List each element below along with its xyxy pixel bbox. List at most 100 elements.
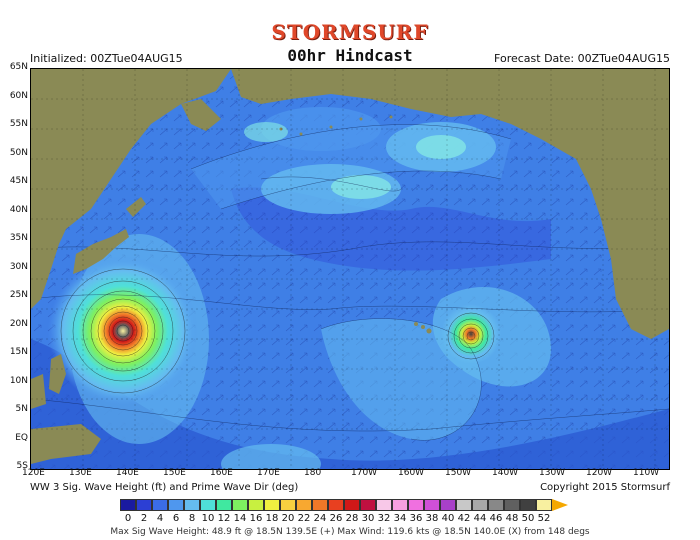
scale-label: 26 [329, 513, 343, 524]
lon-label: 180 [304, 468, 322, 478]
scale-label: 52 [537, 513, 551, 524]
scale-label: 38 [425, 513, 439, 524]
lon-label: 140W [492, 468, 519, 478]
japan-landmass [73, 229, 129, 274]
scale-label: 28 [345, 513, 359, 524]
lon-label: 150W [445, 468, 472, 478]
scale-swatch [520, 499, 536, 511]
scale-swatch [488, 499, 504, 511]
scale-swatch [280, 499, 296, 511]
scale-label: 2 [140, 513, 148, 524]
lat-label: 5S [16, 461, 28, 471]
copyright: Copyright 2015 Stormsurf [540, 482, 670, 493]
scale-swatch [536, 499, 552, 511]
lat-label: 5N [15, 404, 28, 414]
lat-label: 25N [9, 290, 28, 300]
scale-swatch [248, 499, 264, 511]
scale-swatch [408, 499, 424, 511]
scale-swatch [136, 499, 152, 511]
scale-swatch [232, 499, 248, 511]
scale-label: 48 [505, 513, 519, 524]
lon-label: 140E [116, 468, 139, 478]
lat-label: 20N [9, 318, 28, 329]
scale-swatch [440, 499, 456, 511]
lat-label: 50N [9, 147, 28, 158]
scale-max-arrow [552, 499, 568, 511]
scale-swatch [264, 499, 280, 511]
scale-label: 20 [281, 513, 295, 524]
scale-label: 44 [473, 513, 487, 524]
lat-label: 35N [9, 233, 28, 243]
scale-label: 50 [521, 513, 535, 524]
lon-label: 110W [633, 468, 660, 478]
scale-swatch [344, 499, 360, 511]
lat-label: 65N [9, 62, 28, 72]
lon-label: 130W [539, 468, 566, 478]
scale-label: 14 [233, 513, 247, 524]
lon-label: 160W [398, 468, 425, 478]
scale-label: 18 [265, 513, 279, 524]
scale-label: 16 [249, 513, 263, 524]
lon-label: 150E [163, 468, 186, 478]
lon-label: 120W [586, 468, 613, 478]
scale-label: 46 [489, 513, 503, 524]
map-title: 00hr Hindcast [287, 46, 413, 65]
scale-swatch [424, 499, 440, 511]
lat-label: 30N [9, 261, 28, 272]
scale-min-arrow [104, 499, 120, 511]
lon-label: 170W [351, 468, 378, 478]
philippines-landmass [49, 354, 66, 394]
scale-label: 40 [441, 513, 455, 524]
asia-landmass [31, 69, 231, 309]
scale-label: 0 [124, 513, 132, 524]
caption-left: WW 3 Sig. Wave Height (ft) and Prime Wav… [30, 482, 299, 493]
scale-label: 36 [409, 513, 423, 524]
hurricane-center [441, 304, 501, 364]
lat-label: 60N [9, 90, 28, 101]
scale-swatch [184, 499, 200, 511]
lat-label: 10N [9, 375, 28, 386]
scale-label: 42 [457, 513, 471, 524]
scale-swatch [360, 499, 376, 511]
wave-height-map [30, 68, 670, 470]
lat-label: 55N [9, 119, 28, 129]
scale-label: 12 [217, 513, 231, 524]
forecast-date-label: Forecast Date: 00ZTue04AUG15 [494, 52, 670, 65]
scale-label: 22 [297, 513, 311, 524]
color-scale-bar [104, 499, 568, 511]
scale-label: 24 [313, 513, 327, 524]
scale-label: 4 [156, 513, 164, 524]
lon-label: 160E [210, 468, 233, 478]
scale-swatch [312, 499, 328, 511]
scale-label: 8 [188, 513, 196, 524]
lat-label: 45N [9, 176, 28, 186]
north-america-landmass [231, 69, 669, 339]
lon-label: 170E [257, 468, 280, 478]
scale-swatch [296, 499, 312, 511]
scale-swatch [456, 499, 472, 511]
max-stats: Max Sig Wave Height: 48.9 ft @ 18.5N 139… [110, 527, 590, 537]
initialized-label: Initialized: 00ZTue04AUG15 [30, 52, 183, 65]
lon-label: 120E [22, 468, 45, 478]
scale-swatch [504, 499, 520, 511]
scale-swatch [152, 499, 168, 511]
lat-label: 40N [9, 204, 28, 215]
scale-label: 30 [361, 513, 375, 524]
scale-swatch [472, 499, 488, 511]
scale-swatch [392, 499, 408, 511]
scale-label: 6 [172, 513, 180, 524]
scale-swatch [200, 499, 216, 511]
scale-swatch [216, 499, 232, 511]
scale-swatch [328, 499, 344, 511]
typhoon-center [48, 256, 198, 406]
scale-label: 32 [377, 513, 391, 524]
lat-label: EQ [15, 432, 28, 443]
scale-swatch [168, 499, 184, 511]
scale-label: 34 [393, 513, 407, 524]
scale-swatch [376, 499, 392, 511]
lat-label: 15N [9, 347, 28, 357]
scale-swatch [120, 499, 136, 511]
brand-logo: STORMSURF [271, 20, 429, 44]
hawaii-islands [414, 322, 432, 334]
scale-label: 10 [201, 513, 215, 524]
